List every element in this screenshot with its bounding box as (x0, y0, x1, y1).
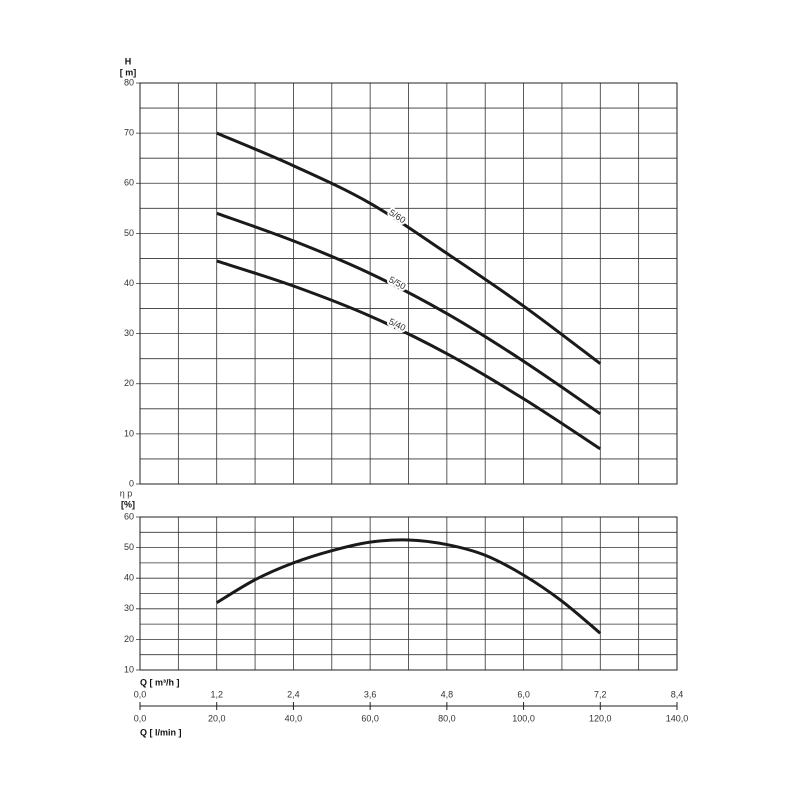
x-tick-label: 120,0 (589, 713, 612, 723)
y-tick-label: 70 (124, 128, 134, 138)
y-tick-label: 10 (124, 428, 134, 438)
y-tick-label: 50 (124, 542, 134, 552)
x2-tick-label: 3,6 (364, 689, 377, 699)
y-tick-label: 30 (124, 603, 134, 613)
y-label: H (125, 56, 132, 66)
curve (216, 259, 602, 451)
y-tick-label: 20 (124, 634, 134, 644)
y-tick-label: 30 (124, 328, 134, 338)
y-tick-label: 50 (124, 228, 134, 238)
x2-tick-label: 8,4 (671, 689, 684, 699)
y-tick-label: 0 (129, 478, 134, 488)
y-tick-label: 40 (124, 278, 134, 288)
curve (216, 211, 602, 416)
x2-label: Q [ m³/h ] (140, 677, 180, 687)
x-tick-label: 20,0 (208, 713, 226, 723)
y-tick-label: 40 (124, 573, 134, 583)
x-label: Q [ l/min ] (140, 727, 182, 737)
y-tick-label: 60 (124, 511, 134, 521)
x2-tick-label: 4,8 (441, 689, 454, 699)
x2-tick-label: 6,0 (517, 689, 530, 699)
y-tick-label: 20 (124, 378, 134, 388)
y-tick-label: 10 (124, 664, 134, 674)
curve (215, 538, 602, 635)
x2-tick-label: 2,4 (287, 689, 300, 699)
y-unit: [%] (121, 499, 135, 509)
x-tick-label: 100,0 (512, 713, 535, 723)
x2-tick-label: 0,0 (134, 689, 147, 699)
curve (216, 131, 602, 365)
plot-frame (139, 516, 678, 671)
y-tick-label: 80 (124, 77, 134, 87)
y-tick-label: 60 (124, 178, 134, 188)
x-tick-label: 60,0 (361, 713, 379, 723)
plot-frame (139, 82, 678, 485)
x2-tick-label: 1,2 (210, 689, 223, 699)
x-tick-label: 0,0 (134, 713, 147, 723)
x-tick-label: 80,0 (438, 713, 456, 723)
x2-tick-label: 7,2 (594, 689, 607, 699)
x-tick-label: 40,0 (285, 713, 303, 723)
x-tick-label: 140,0 (666, 713, 689, 723)
y-label: η p (120, 488, 133, 498)
y-unit: [ m] (120, 67, 137, 77)
